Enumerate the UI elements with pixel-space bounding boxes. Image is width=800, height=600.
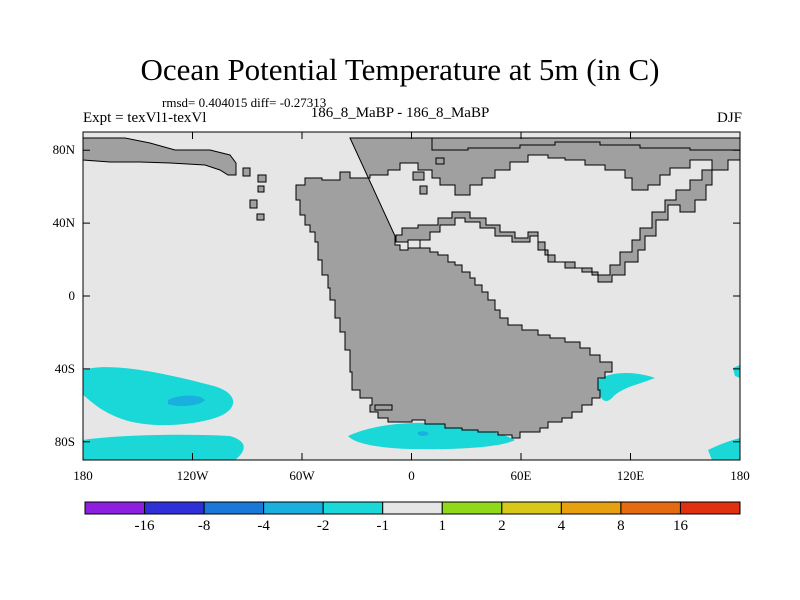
colorbar [84,501,741,515]
anomaly-patches [83,365,740,460]
land-island-9 [374,404,393,411]
colorbar-swatch [679,501,741,515]
land-island-5 [256,213,265,221]
land-northwest [82,137,237,176]
colorbar-label: -8 [197,518,211,534]
anomaly-atlantic-core [417,431,429,436]
colorbar-swatch [144,501,205,515]
lat-tick-label: 40N [52,215,75,231]
colorbar-label: -2 [316,518,330,534]
colorbar-label: 8 [617,518,625,534]
colorbar-label: -1 [376,518,389,534]
anomaly-southeast-corner [708,438,740,460]
colorbar-swatch [322,501,384,515]
colorbar-swatch [263,501,324,515]
lon-tick-label: 180 [730,468,750,483]
colorbar-label: -16 [134,518,155,534]
colorbar-swatch [620,501,681,515]
lon-tick-label: 180 [73,468,93,483]
lat-tick-label: 80S [54,433,75,449]
experiment-label: Expt = texVl1-texVl [83,110,207,126]
run-label: 186_8_MaBP - 186_8_MaBP [310,105,490,121]
land-island-6 [412,171,425,181]
axis-ticks [82,132,741,460]
season-label: DJF [716,110,742,126]
colorbar-swatch [84,501,146,515]
lat-tick-label: 0 [68,288,76,303]
anomaly-south-pacific [83,367,234,426]
land-island-1 [242,167,251,177]
colorbar-label: 4 [557,518,566,534]
lon-tick-label: 120E [616,468,645,483]
land-island-7 [419,185,428,195]
plot-title: Ocean Potential Temperature at 5m (in C) [140,52,660,87]
colorbar-label: 1 [438,518,447,534]
colorbar-swatch [382,501,443,515]
lat-tick-label: 40S [54,360,75,376]
colorbar-label: 2 [498,518,506,534]
anomaly-indian-ocean [598,373,655,401]
lon-tick-label: 60E [510,468,532,483]
land-supercontinent [295,137,741,439]
lon-tick-label: 120W [176,468,209,483]
colorbar-swatch [560,501,622,515]
colorbar-label: -4 [257,518,270,534]
colorbar-swatch [203,501,265,515]
land-island-2 [257,174,267,183]
lon-tick-label: 60W [289,468,315,483]
anomaly-south-pacific-core [168,395,205,407]
land-island-4 [249,199,258,209]
colorbar-swatch [441,501,503,515]
lat-tick-label: 80N [52,142,75,158]
land-island-8 [435,157,445,165]
anomaly-west-southern-ocean [83,434,244,460]
colorbar-label: 16 [672,518,688,534]
colorbar-swatch [501,501,562,515]
stats-label: rmsd= 0.404015 diff= -0.27313 [162,95,327,110]
lon-tick-label: 0 [408,468,415,483]
land-island-3 [257,185,265,193]
anomaly-east-edge [733,365,740,378]
